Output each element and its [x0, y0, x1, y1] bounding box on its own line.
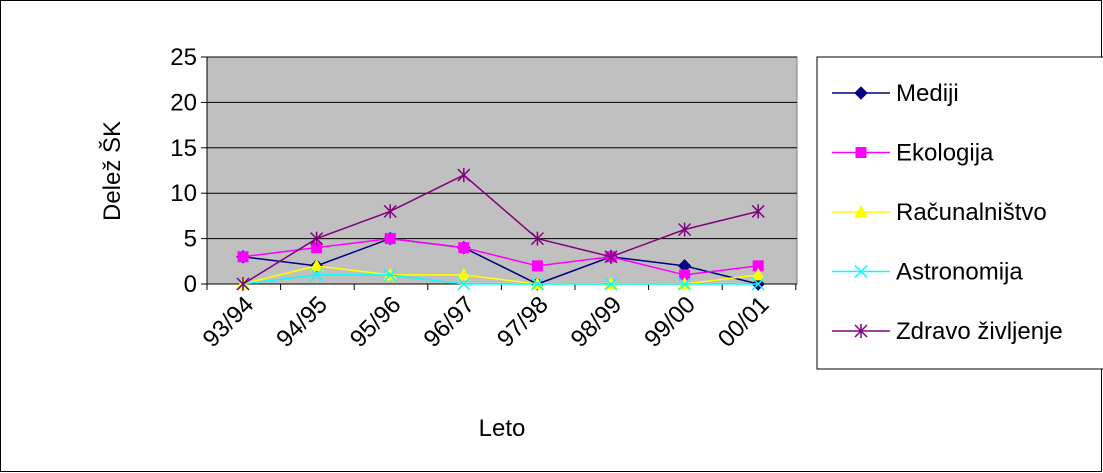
legend-item: Računalništvo	[832, 199, 1047, 226]
data-point-stroke	[383, 268, 397, 282]
series-line	[242, 174, 759, 285]
data-point	[530, 231, 544, 246]
data-point	[383, 268, 397, 282]
data-point	[751, 204, 765, 219]
data-point	[751, 277, 765, 291]
legend-label: Mediji	[896, 80, 959, 107]
data-point-stroke	[854, 264, 868, 279]
data-point	[678, 222, 692, 237]
y-tick-label: 20	[170, 89, 197, 116]
series-lines	[236, 168, 766, 291]
data-point-stroke	[678, 277, 692, 291]
legend-label: Zdravo življenje	[896, 318, 1063, 345]
data-point	[854, 86, 868, 100]
series-line	[242, 237, 759, 285]
y-tick-label: 0	[184, 271, 197, 298]
data-point	[855, 147, 867, 158]
y-tick-label: 15	[170, 135, 197, 162]
data-point-stroke	[530, 277, 544, 291]
data-point	[309, 258, 324, 272]
data-point	[854, 324, 868, 338]
series-4	[236, 168, 765, 291]
data-point	[456, 267, 471, 281]
data-point	[310, 268, 324, 282]
data-point	[604, 277, 618, 291]
legend-item: Zdravo življenje	[832, 318, 1063, 345]
y-tick-label: 10	[170, 180, 197, 207]
data-point	[236, 277, 250, 291]
data-point-stroke	[604, 277, 618, 291]
gridlines	[207, 56, 797, 240]
data-point	[310, 231, 324, 246]
data-point	[237, 251, 249, 263]
x-axis-label: Leto	[479, 415, 526, 442]
legend-item: Astronomija	[832, 259, 1023, 286]
data-point-stroke	[751, 277, 765, 291]
legend-label: Ekologija	[896, 140, 994, 167]
series-line	[242, 274, 759, 285]
data-point-stroke	[457, 277, 471, 291]
data-point	[604, 249, 618, 264]
data-point	[854, 204, 868, 218]
data-point	[384, 233, 396, 245]
data-point	[530, 277, 544, 291]
y-axis-label: Delež ŠK	[98, 121, 126, 221]
legend: Mediji Ekologija Računalništvo Astronomija Z…	[816, 56, 1103, 370]
series-line	[242, 237, 759, 276]
data-point	[458, 242, 470, 254]
y-tick-label: 25	[170, 44, 197, 71]
legend-label: Računalništvo	[896, 199, 1047, 226]
data-point	[751, 267, 766, 281]
data-point	[383, 204, 397, 219]
data-point	[678, 277, 692, 291]
data-point	[457, 277, 471, 291]
legend-item: Ekologija	[832, 140, 994, 167]
legend-label: Astronomija	[896, 259, 1023, 286]
data-point-stroke	[310, 268, 324, 282]
y-tick-label: 5	[184, 226, 197, 253]
data-point	[457, 168, 471, 183]
legend-item: Mediji	[832, 80, 959, 107]
data-point	[531, 260, 543, 272]
data-point	[854, 264, 868, 279]
